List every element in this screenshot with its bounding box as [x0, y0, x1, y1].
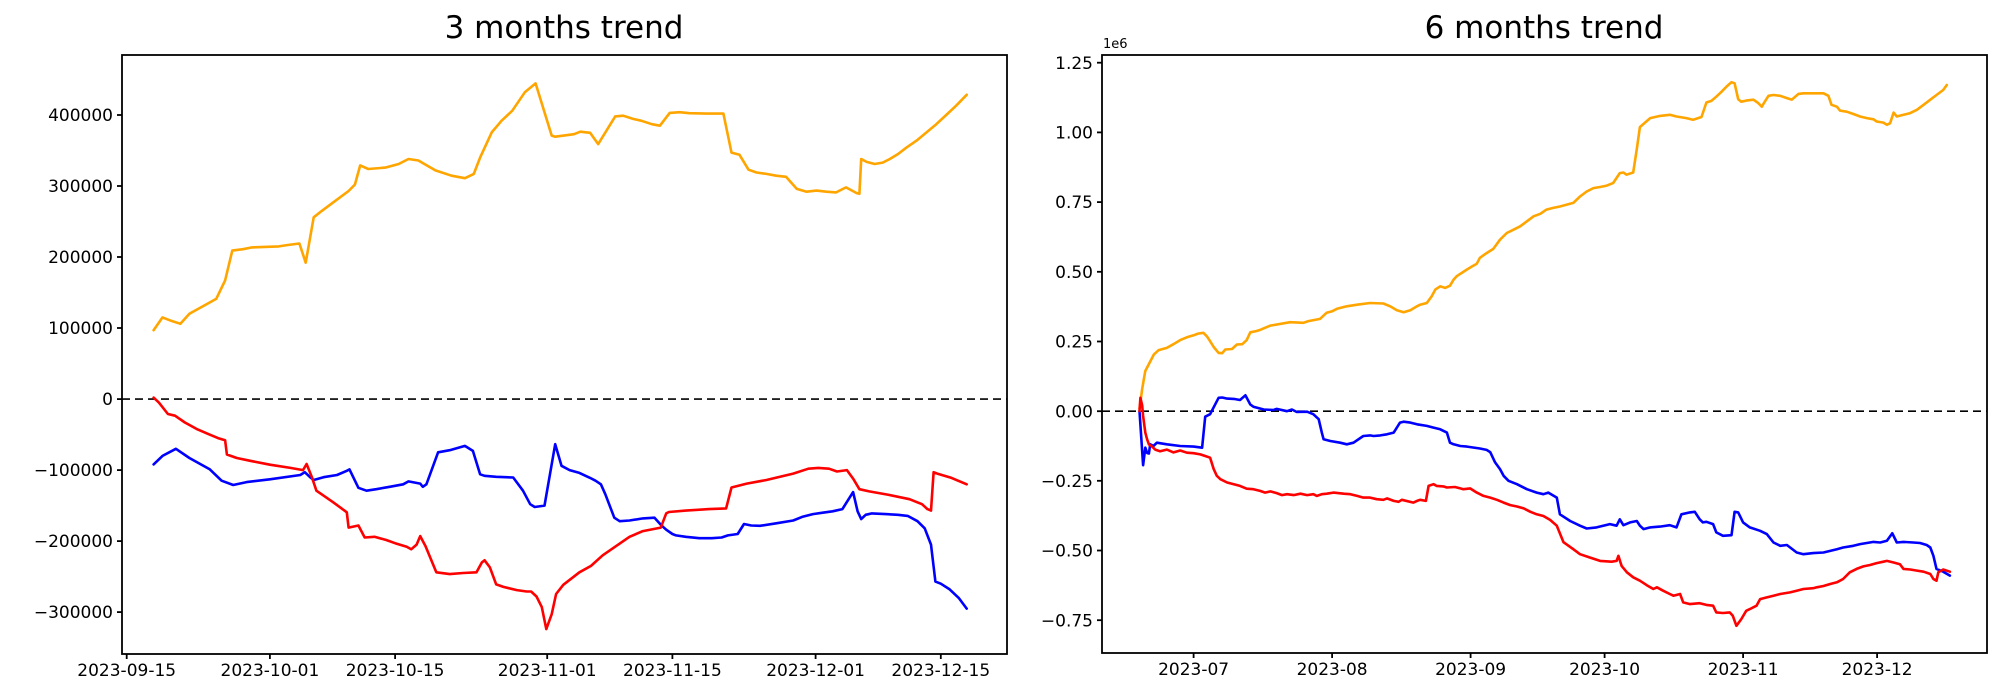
- y-tick-label: −100000: [34, 461, 113, 481]
- y-tick-label: 0.75: [1055, 193, 1093, 213]
- y-tick-label: −200000: [34, 532, 113, 552]
- x-tick-label: 2023-11-15: [623, 661, 722, 681]
- y-tick-label: 200000: [48, 248, 113, 268]
- x-tick-label: 2023-12-15: [891, 661, 990, 681]
- y-tick-label: 0.25: [1055, 333, 1093, 353]
- y-tick-label: 0.00: [1055, 402, 1093, 422]
- blue-series-line: [1138, 393, 1952, 577]
- orange-series-line: [1138, 80, 1949, 410]
- y-tick-label: 1.00: [1055, 124, 1093, 144]
- y-tick-label: 300000: [48, 177, 113, 197]
- x-tick-label: 2023-07: [1158, 660, 1229, 680]
- plot-frame: [121, 54, 1008, 655]
- y-tick-label: −0.75: [1041, 611, 1093, 631]
- x-tick-label: 2023-12: [1842, 660, 1913, 680]
- x-tick-label: 2023-11-01: [498, 661, 597, 681]
- blue-series-line: [152, 442, 969, 610]
- y-tick-label: 0: [102, 390, 113, 410]
- x-tick-label: 2023-10-01: [221, 661, 320, 681]
- y-tick-label: 400000: [48, 106, 113, 126]
- y-tick-label: −0.50: [1041, 542, 1093, 562]
- chart-title-6-months: 6 months trend: [1424, 10, 1664, 46]
- x-tick-label: 2023-09-15: [77, 661, 176, 681]
- x-tick-label: 2023-10: [1569, 660, 1640, 680]
- red-series-line: [152, 396, 969, 631]
- plot-frame: [1101, 54, 1988, 654]
- x-tick-label: 2023-11: [1708, 660, 1779, 680]
- orange-series-line: [152, 82, 969, 332]
- red-series-line: [1138, 396, 1952, 628]
- y-tick-label: 0.50: [1055, 263, 1093, 283]
- x-tick-label: 2023-09: [1435, 660, 1506, 680]
- x-tick-label: 2023-08: [1297, 660, 1368, 680]
- chart-title-3-months: 3 months trend: [444, 10, 684, 46]
- y-axis-offset-label: 1e6: [1103, 37, 1128, 52]
- y-tick-label: 100000: [48, 319, 113, 339]
- x-tick-label: 2023-12-01: [766, 661, 865, 681]
- y-tick-label: −0.25: [1041, 472, 1093, 492]
- y-tick-label: 1.25: [1055, 54, 1093, 74]
- x-tick-label: 2023-10-15: [346, 661, 445, 681]
- y-tick-label: −300000: [34, 603, 113, 623]
